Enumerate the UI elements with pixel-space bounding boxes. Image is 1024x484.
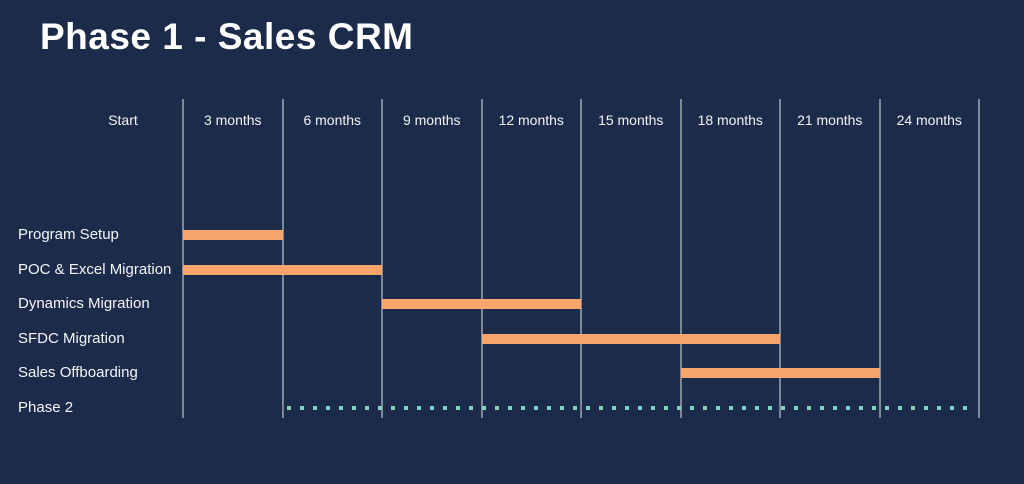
- gantt-bar: [382, 299, 581, 310]
- gantt-bar: [183, 264, 382, 275]
- task-row-label: POC & Excel Migration: [18, 260, 172, 278]
- gridline: [182, 99, 184, 418]
- task-row-label: Phase 2: [18, 399, 74, 416]
- task-row-label: Sales Offboarding: [18, 364, 138, 382]
- timeline-header-cell: 21 months: [797, 112, 863, 128]
- gridline: [679, 99, 682, 418]
- timeline-header-cell: 18 months: [697, 112, 763, 128]
- page-title: Phase 1 - Sales CRM: [40, 16, 414, 57]
- task-row-label: SFDC Migration: [18, 329, 125, 347]
- task-row-label: Dynamics Migration: [18, 295, 150, 313]
- gridline: [878, 99, 881, 418]
- timeline-header-cell: 15 months: [598, 112, 664, 128]
- gantt-bar: [183, 230, 283, 240]
- timeline-header-cell: Start: [108, 112, 138, 128]
- gantt-bar: [680, 368, 880, 379]
- gridline: [381, 99, 383, 418]
- gridline: [978, 99, 980, 418]
- timeline-header-cell: 12 months: [498, 112, 564, 128]
- task-row-label: Program Setup: [18, 226, 119, 243]
- timeline-header-cell: 9 months: [402, 112, 461, 128]
- timeline-header-cell: 6 months: [303, 112, 362, 128]
- gridline: [281, 99, 284, 418]
- phase2-dotted-line: [286, 406, 973, 410]
- gridline: [779, 99, 781, 418]
- gridline: [480, 99, 483, 418]
- gridline: [580, 99, 582, 418]
- timeline-header-cell: 3 months: [203, 112, 262, 128]
- gantt-bar: [481, 333, 780, 344]
- timeline-header-cell: 24 months: [896, 112, 962, 128]
